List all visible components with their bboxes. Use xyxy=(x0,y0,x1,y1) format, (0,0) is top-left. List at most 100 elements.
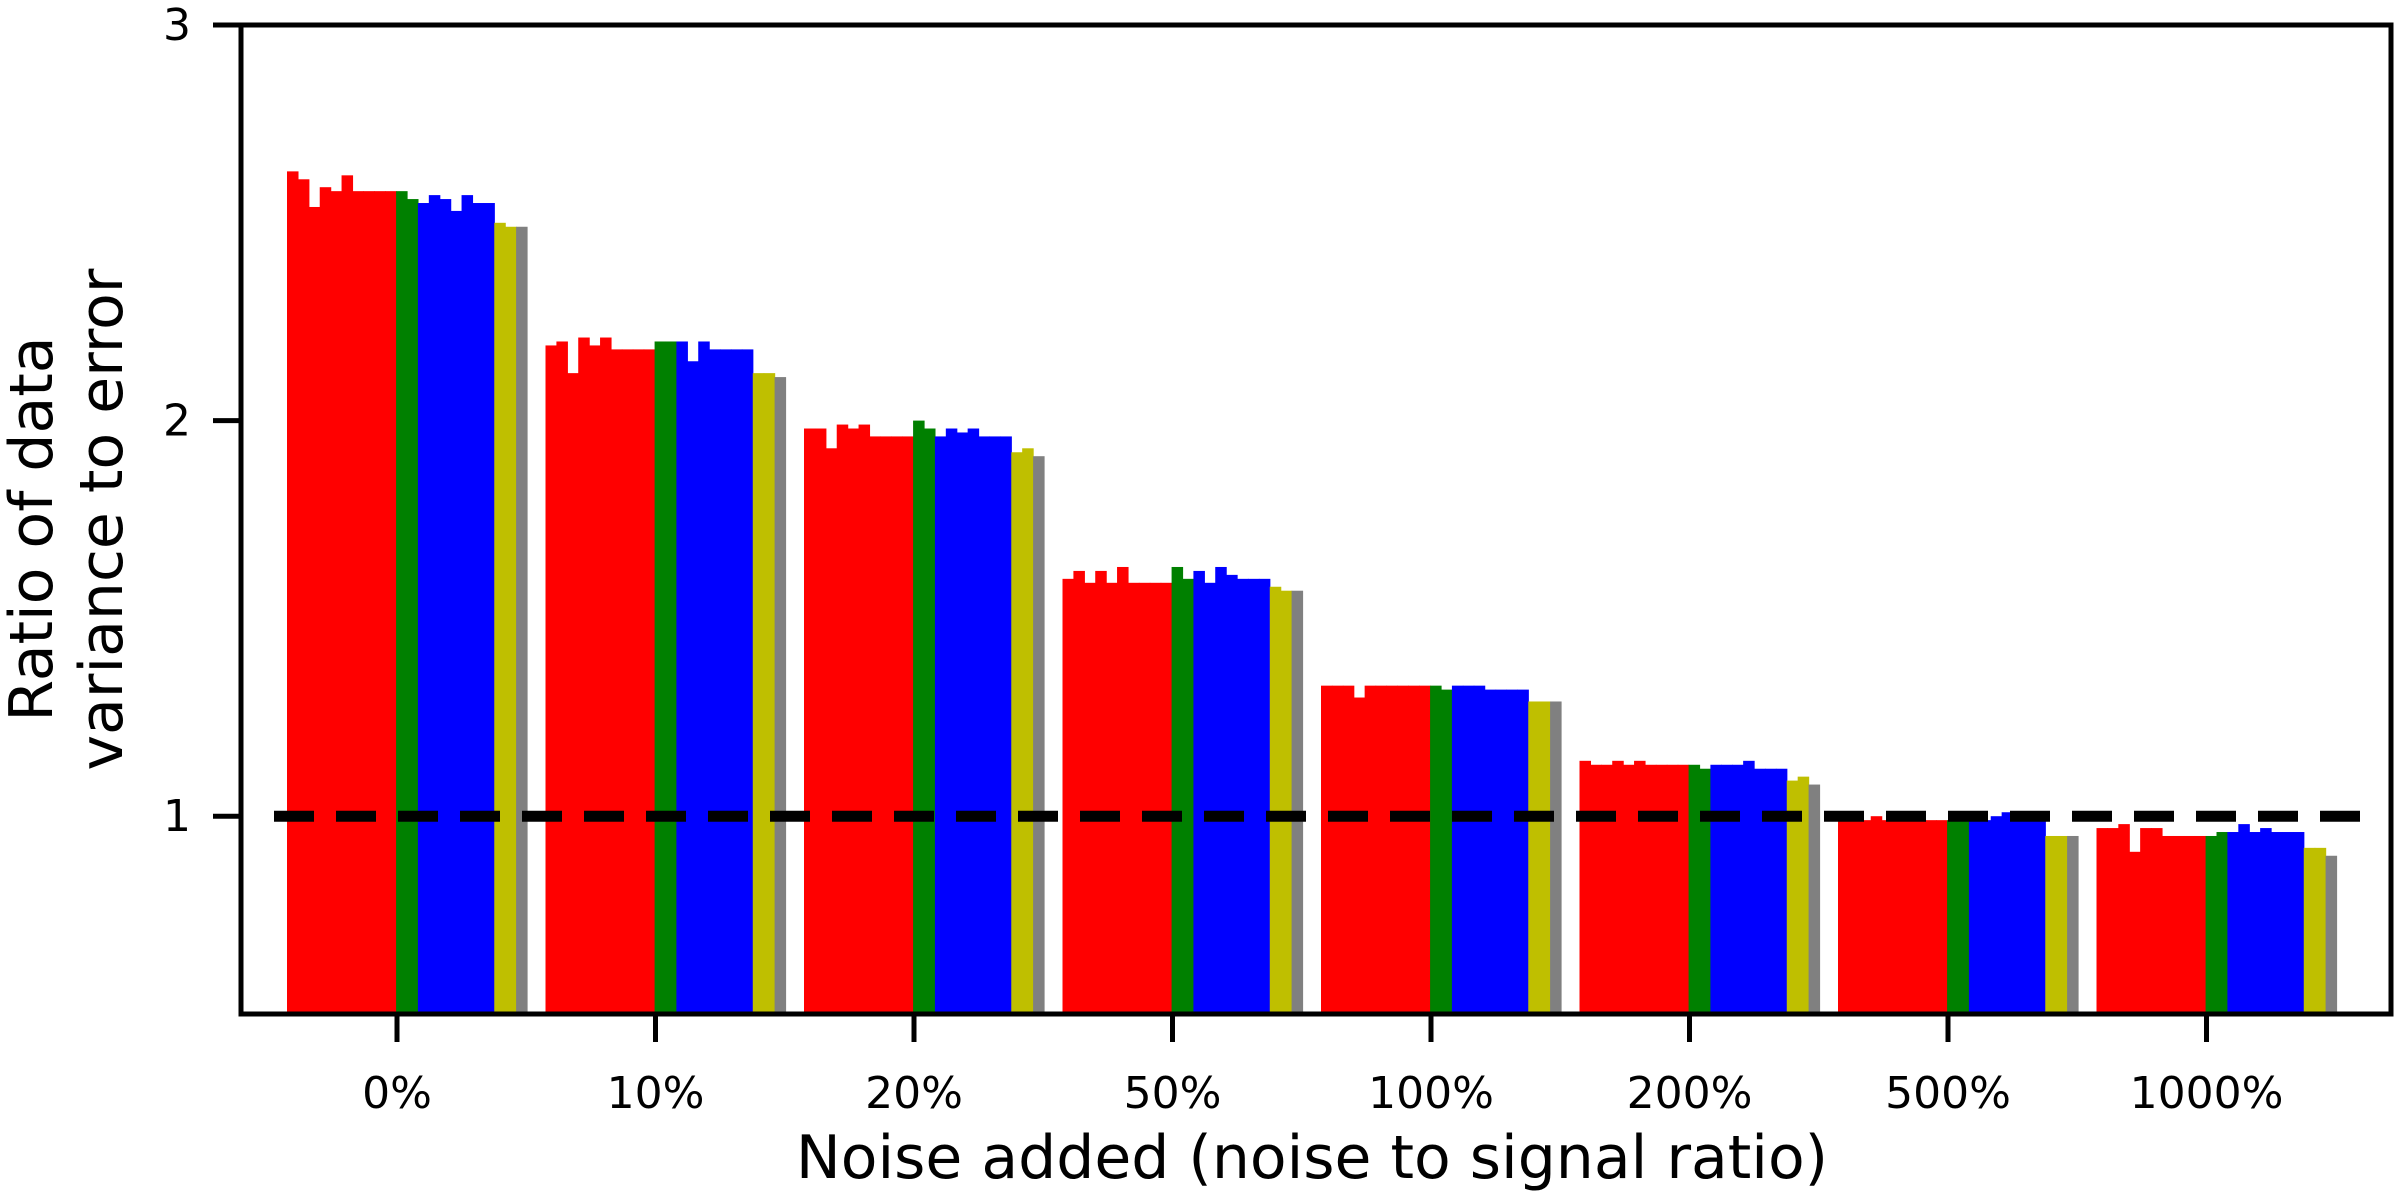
bar-1000pct-19 xyxy=(2303,847,2316,1014)
bar-20pct-21 xyxy=(1033,456,1045,1014)
bar-20pct-15 xyxy=(967,428,980,1014)
bar-500pct-17 xyxy=(2023,820,2035,1014)
x-tick-label: 10% xyxy=(607,1068,705,1119)
bar-0pct-18 xyxy=(483,203,495,1014)
bar-200pct-19 xyxy=(1786,780,1799,1014)
bar-50pct-6 xyxy=(1127,582,1140,1014)
bar-50pct-19 xyxy=(1269,586,1282,1014)
bar-100pct-20 xyxy=(1539,701,1551,1014)
bar-10pct-0 xyxy=(545,345,558,1014)
bar-200pct-0 xyxy=(1579,760,1592,1014)
bar-100pct-8 xyxy=(1408,685,1420,1014)
bar-100pct-18 xyxy=(1517,689,1529,1014)
x-tick-label: 500% xyxy=(1885,1068,2011,1119)
bar-0pct-20 xyxy=(505,226,517,1014)
bar-1000pct-6 xyxy=(2161,835,2174,1014)
bar-200pct-8 xyxy=(1666,764,1679,1014)
bar-10pct-13 xyxy=(687,361,699,1014)
bar-1000pct-2 xyxy=(2118,824,2130,1014)
bar-1000pct-17 xyxy=(2281,832,2294,1014)
bar-500pct-2 xyxy=(1859,820,1872,1014)
bar-20pct-9 xyxy=(902,436,914,1014)
bar-100pct-15 xyxy=(1484,689,1497,1014)
bar-20pct-10 xyxy=(913,420,925,1015)
bar-1000pct-12 xyxy=(2227,832,2239,1014)
x-tick-label: 1000% xyxy=(2130,1068,2284,1119)
bar-200pct-17 xyxy=(1764,768,1777,1014)
bar-200pct-10 xyxy=(1688,764,1701,1014)
bar-0pct-4 xyxy=(330,191,343,1014)
y-axis: 1 2 3 xyxy=(163,0,241,842)
bar-1000pct-18 xyxy=(2292,832,2305,1014)
bar-1000pct-8 xyxy=(2183,835,2196,1014)
bar-20pct-11 xyxy=(924,428,936,1014)
bar-200pct-3 xyxy=(1612,760,1624,1014)
bar-50pct-13 xyxy=(1204,582,1216,1014)
bar-200pct-7 xyxy=(1655,764,1668,1014)
bar-50pct-18 xyxy=(1258,578,1271,1014)
y-axis-title-line-2: variance to error xyxy=(67,268,137,770)
bar-200pct-13 xyxy=(1721,764,1733,1014)
bar-500pct-9 xyxy=(1936,820,1948,1014)
bar-1000pct-13 xyxy=(2238,824,2250,1014)
x-axis: 0% 10% 20% 50% 100% 200% 500% 1000% xyxy=(362,1014,2283,1119)
bar-50pct-0 xyxy=(1062,578,1075,1014)
bar-100pct-9 xyxy=(1419,685,1431,1014)
bar-0pct-12 xyxy=(417,203,430,1014)
bar-0pct-21 xyxy=(516,226,528,1014)
bar-200pct-18 xyxy=(1775,768,1788,1014)
bar-500pct-3 xyxy=(1870,816,1883,1014)
plot-frame xyxy=(238,22,2394,1017)
bar-100pct-10 xyxy=(1430,685,1442,1014)
bar-100pct-0 xyxy=(1321,685,1333,1014)
bar-20pct-7 xyxy=(880,436,892,1014)
bar-10pct-14 xyxy=(698,341,710,1015)
y-axis-title-line-1: Ratio of data xyxy=(0,336,67,721)
bar-200pct-16 xyxy=(1754,768,1766,1014)
bar-500pct-21 xyxy=(2067,835,2079,1014)
bar-50pct-8 xyxy=(1149,582,1162,1014)
bar-20pct-20 xyxy=(1022,448,1034,1014)
x-tick-label: 0% xyxy=(362,1068,432,1119)
bars-layer xyxy=(287,171,2338,1015)
bar-100pct-5 xyxy=(1375,685,1388,1014)
bar-200pct-5 xyxy=(1634,760,1646,1014)
bar-200pct-20 xyxy=(1797,776,1810,1014)
bar-200pct-6 xyxy=(1644,764,1657,1014)
bar-1000pct-5 xyxy=(2151,828,2163,1014)
bar-500pct-16 xyxy=(2012,820,2025,1014)
bar-500pct-11 xyxy=(1958,816,1970,1014)
bar-100pct-2 xyxy=(1342,685,1355,1014)
bar-1000pct-1 xyxy=(2107,828,2119,1014)
bar-20pct-13 xyxy=(945,428,958,1014)
bar-20pct-6 xyxy=(869,436,881,1014)
bar-100pct-7 xyxy=(1397,685,1409,1014)
bar-500pct-5 xyxy=(1892,816,1905,1014)
bar-1000pct-15 xyxy=(2260,828,2272,1014)
bar-200pct-9 xyxy=(1677,764,1690,1014)
bar-100pct-16 xyxy=(1495,689,1508,1014)
bar-50pct-10 xyxy=(1171,566,1184,1014)
bar-50pct-12 xyxy=(1193,570,1205,1014)
bar-20pct-18 xyxy=(1000,436,1012,1014)
bar-0pct-1 xyxy=(297,179,310,1014)
bar-10pct-15 xyxy=(709,349,721,1014)
bar-1000pct-16 xyxy=(2271,832,2283,1014)
bar-10pct-5 xyxy=(600,337,612,1014)
bar-200pct-15 xyxy=(1743,760,1755,1014)
bar-50pct-17 xyxy=(1247,578,1260,1014)
bar-200pct-2 xyxy=(1601,764,1613,1014)
bar-10pct-7 xyxy=(621,349,634,1014)
bar-10pct-11 xyxy=(665,341,678,1015)
y-tick-label: 2 xyxy=(163,396,191,447)
bar-10pct-21 xyxy=(774,377,787,1015)
bar-50pct-4 xyxy=(1106,582,1118,1014)
bar-10pct-18 xyxy=(741,349,754,1014)
bar-50pct-5 xyxy=(1117,566,1129,1014)
x-tick-label: 20% xyxy=(865,1068,963,1119)
y-tick-label: 1 xyxy=(163,791,191,842)
bar-10pct-19 xyxy=(752,373,765,1014)
bar-500pct-20 xyxy=(2056,835,2068,1014)
bar-0pct-19 xyxy=(494,222,506,1015)
bar-10pct-8 xyxy=(632,349,645,1014)
